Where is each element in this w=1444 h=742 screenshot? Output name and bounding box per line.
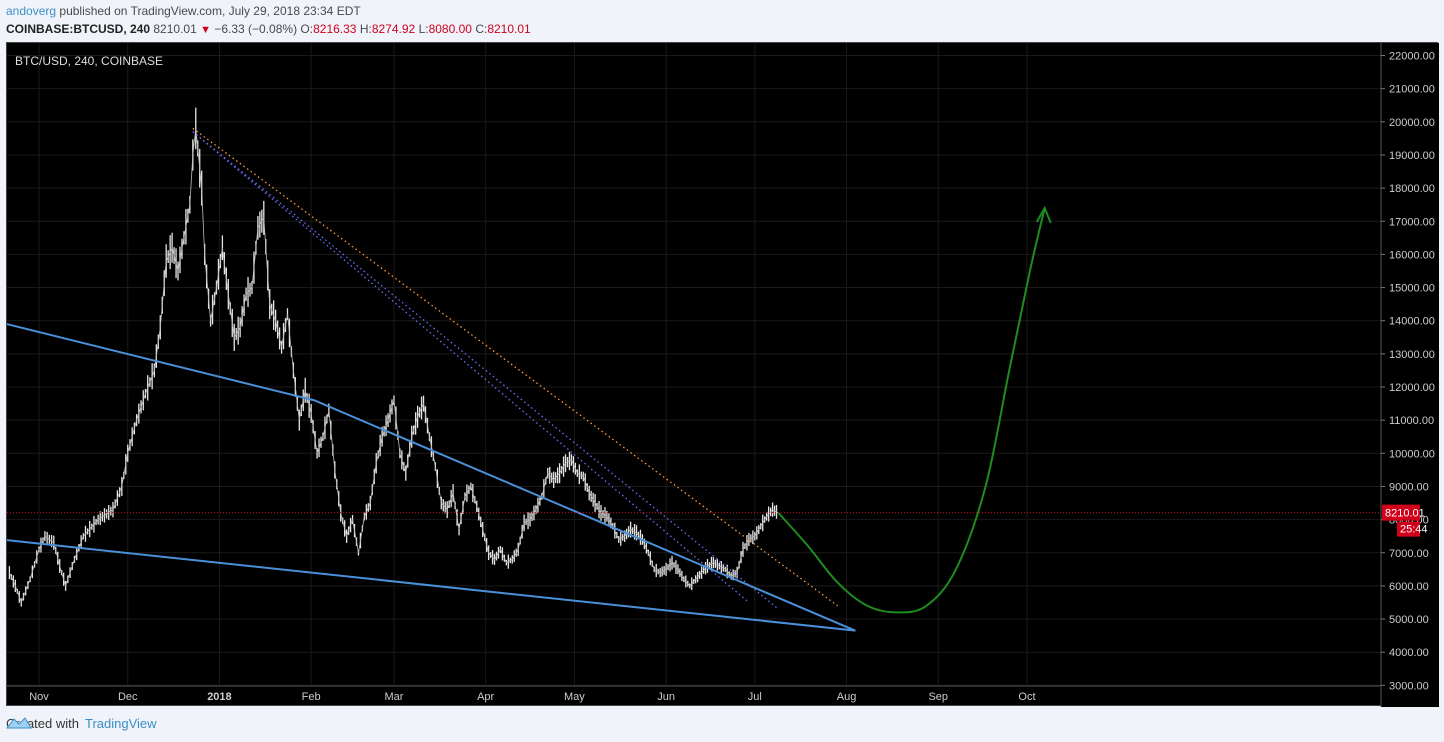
x-tick-label: Mar bbox=[384, 691, 403, 703]
symbol-info-bar: COINBASE:BTCUSD, 240 8210.01 ▼ −6.33 (−0… bbox=[6, 22, 531, 36]
author-link[interactable]: andoverg bbox=[6, 4, 57, 18]
x-tick-label: Oct bbox=[1018, 691, 1035, 703]
close-value: 8210.01 bbox=[487, 22, 531, 36]
publish-info: andoverg published on TradingView.com, J… bbox=[6, 4, 361, 18]
y-tick-label: 15000.00 bbox=[1389, 283, 1435, 295]
orange-dotted-line bbox=[192, 127, 839, 607]
y-tick-label: 18000.00 bbox=[1389, 183, 1435, 195]
footer: Created with TradingView bbox=[6, 716, 157, 731]
y-tick-label: 11000.00 bbox=[1389, 415, 1434, 427]
chart-title: BTC/USD, 240, COINBASE bbox=[15, 54, 163, 68]
y-tick-label: 22000.00 bbox=[1389, 51, 1435, 63]
publish-text: published on TradingView.com, July 29, 2… bbox=[59, 4, 361, 18]
x-tick-label: Sep bbox=[928, 691, 948, 703]
countdown-label: 25:44 bbox=[1400, 524, 1428, 536]
y-tick-label: 9000.00 bbox=[1389, 481, 1429, 493]
green-projection bbox=[777, 207, 1046, 614]
open-value: 8216.33 bbox=[313, 22, 357, 36]
price-tag-label: 8210.01 bbox=[1385, 508, 1425, 520]
high-value: 8274.92 bbox=[371, 22, 416, 36]
tradingview-logo-icon bbox=[6, 717, 32, 729]
down-arrow-icon: ▼ bbox=[200, 24, 211, 36]
x-tick-label: Jun bbox=[657, 691, 675, 703]
y-tick-label: 4000.00 bbox=[1389, 647, 1429, 659]
y-tick-label: 13000.00 bbox=[1389, 349, 1435, 361]
y-tick-label: 3000.00 bbox=[1389, 680, 1429, 692]
last-price: 8210.01 bbox=[153, 22, 197, 36]
y-tick-label: 12000.00 bbox=[1389, 382, 1435, 394]
y-tick-label: 7000.00 bbox=[1389, 548, 1429, 560]
upper-trendline bbox=[7, 323, 856, 632]
price-series bbox=[8, 107, 779, 607]
y-tick-label: 5000.00 bbox=[1389, 614, 1429, 626]
x-tick-label: May bbox=[564, 691, 585, 703]
x-tick-label: Aug bbox=[837, 691, 857, 703]
y-tick-label: 16000.00 bbox=[1389, 249, 1435, 261]
x-tick-label: Dec bbox=[118, 691, 138, 703]
grid-lines bbox=[7, 43, 1381, 686]
x-tick-label: Nov bbox=[29, 691, 49, 703]
y-tick-label: 14000.00 bbox=[1389, 316, 1435, 328]
high-label: H: bbox=[359, 22, 372, 36]
chart-area[interactable]: 3000.004000.005000.006000.007000.008000.… bbox=[6, 42, 1439, 707]
blue-dotted-line-1 bbox=[192, 131, 750, 603]
projection-arrowhead-icon bbox=[1035, 205, 1052, 224]
symbol-label: COINBASE:BTCUSD, 240 bbox=[6, 22, 151, 36]
close-label: C: bbox=[475, 22, 488, 36]
tradingview-brand-link[interactable]: TradingView bbox=[84, 716, 157, 731]
y-tick-label: 10000.00 bbox=[1389, 448, 1435, 460]
countdown-bg bbox=[1397, 521, 1420, 537]
open-label: O: bbox=[300, 22, 314, 36]
x-tick-label: Apr bbox=[477, 691, 494, 703]
price-axis-panel bbox=[1381, 43, 1439, 707]
price-change: −6.33 (−0.08%) bbox=[214, 22, 298, 36]
y-tick-label: 21000.00 bbox=[1389, 84, 1435, 96]
x-tick-label: Feb bbox=[302, 691, 321, 703]
low-label: L: bbox=[418, 22, 429, 36]
x-tick-label: Jul bbox=[748, 691, 762, 703]
price-line bbox=[9, 128, 779, 604]
price-chart: 3000.004000.005000.006000.007000.008000.… bbox=[7, 43, 1439, 707]
lower-trendline bbox=[7, 539, 856, 632]
y-tick-label: 6000.00 bbox=[1389, 581, 1429, 593]
x-tick-label: 2018 bbox=[207, 691, 231, 703]
low-value: 8080.00 bbox=[428, 22, 472, 36]
y-tick-label: 19000.00 bbox=[1389, 150, 1435, 162]
price-tag-bg bbox=[1382, 504, 1420, 521]
y-tick-label: 20000.00 bbox=[1389, 117, 1435, 129]
y-tick-label: 17000.00 bbox=[1389, 216, 1435, 228]
